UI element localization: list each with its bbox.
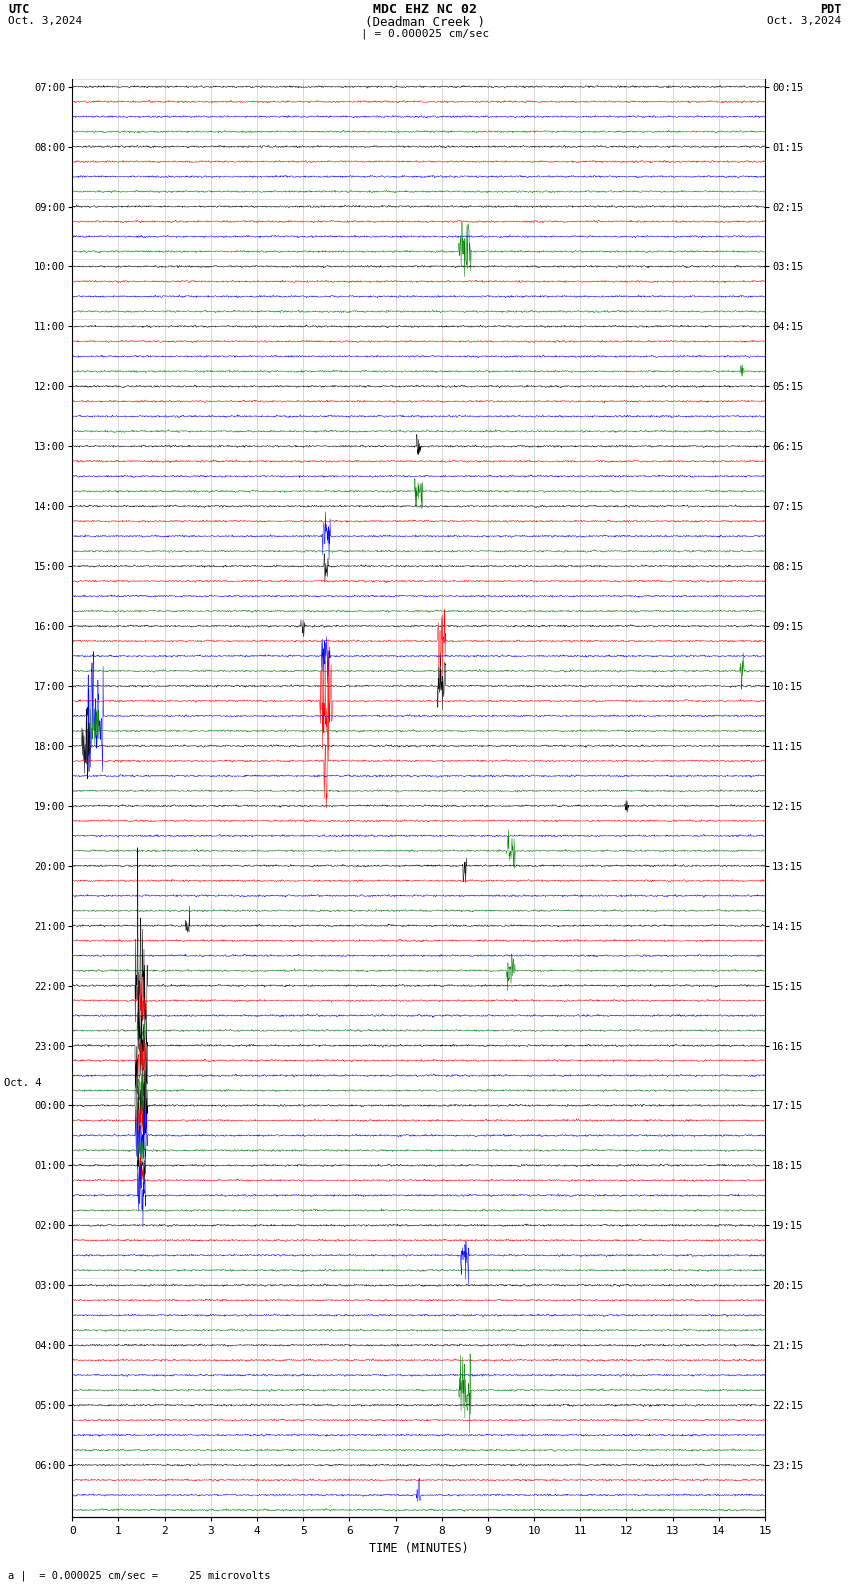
Text: a |  = 0.000025 cm/sec =     25 microvolts: a | = 0.000025 cm/sec = 25 microvolts bbox=[8, 1570, 271, 1581]
Text: UTC: UTC bbox=[8, 3, 30, 16]
Text: Oct. 3,2024: Oct. 3,2024 bbox=[768, 16, 842, 25]
Text: Oct. 3,2024: Oct. 3,2024 bbox=[8, 16, 82, 25]
Text: Oct. 4: Oct. 4 bbox=[4, 1079, 42, 1088]
X-axis label: TIME (MINUTES): TIME (MINUTES) bbox=[369, 1543, 468, 1555]
Text: MDC EHZ NC 02: MDC EHZ NC 02 bbox=[373, 3, 477, 16]
Text: | = 0.000025 cm/sec: | = 0.000025 cm/sec bbox=[361, 29, 489, 40]
Text: (Deadman Creek ): (Deadman Creek ) bbox=[365, 16, 485, 29]
Text: PDT: PDT bbox=[820, 3, 842, 16]
